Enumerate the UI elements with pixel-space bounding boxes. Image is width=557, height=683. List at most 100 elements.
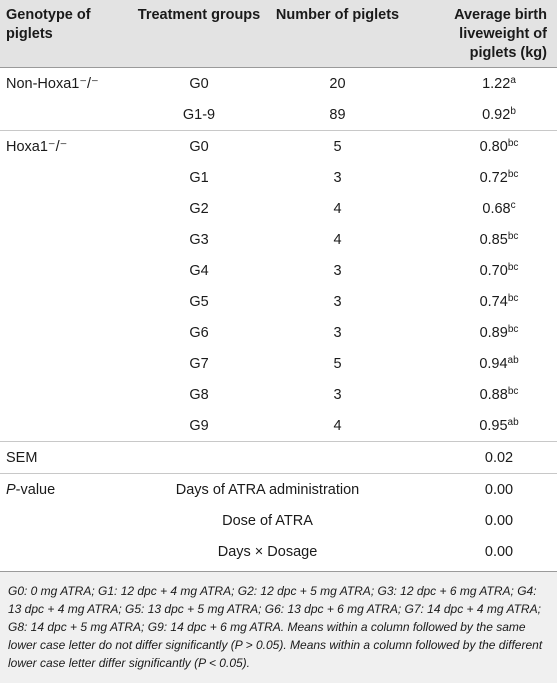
significance-letter: c: [510, 199, 516, 211]
table-row: G1-9 89 0.92b: [0, 99, 557, 131]
pvalue-factor-label: Days of ATRA administration: [128, 473, 405, 505]
weight-cell: 0.74bc: [405, 286, 557, 317]
weight-cell: 0.95ab: [405, 410, 557, 442]
weight-value: 0.80: [479, 138, 508, 155]
weight-cell: 0.80bc: [405, 130, 557, 162]
weight-value: 0.95: [479, 417, 508, 434]
significance-letter: b: [510, 105, 516, 117]
treatment-group-cell: G1: [189, 169, 209, 186]
weight-value: 0.89: [479, 324, 508, 341]
genotype-cell: [0, 286, 128, 317]
pvalue-label: [0, 536, 128, 567]
table-footnote: G0: 0 mg ATRA; G1: 12 dpc + 4 mg ATRA; G…: [0, 571, 557, 683]
weight-cell: 0.68c: [405, 193, 557, 224]
significance-letter: bc: [507, 261, 519, 273]
genotype-cell: [0, 379, 128, 410]
table-row: Hoxa1⁻/⁻ G0 5 0.80bc: [0, 130, 557, 162]
piglet-count-cell: 5: [333, 355, 342, 372]
piglet-count-cell: 3: [333, 262, 342, 279]
pvalue-row: P-value Days of ATRA administration 0.00: [0, 473, 557, 505]
genotype-cell: [0, 255, 128, 286]
table-header: Genotype of piglets Treatment groups Num…: [0, 0, 557, 68]
table-row: Non-Hoxa1⁻/⁻ G0 20 1.22a: [0, 68, 557, 100]
table-row: G6 3 0.89bc: [0, 317, 557, 348]
pvalue-label: P-value: [0, 473, 128, 505]
table-row: G4 3 0.70bc: [0, 255, 557, 286]
weight-cell: 0.70bc: [405, 255, 557, 286]
sem-value: 0.02: [405, 441, 557, 474]
piglet-count-cell: 4: [333, 200, 342, 217]
pvalue-row: Days × Dosage 0.00: [0, 536, 557, 567]
weight-value: 0.94: [479, 355, 508, 372]
genotype-cell: [0, 162, 128, 193]
piglet-count-cell: 20: [329, 75, 346, 92]
pvalue-value: 0.00: [484, 543, 514, 560]
weight-value: 0.74: [479, 293, 508, 310]
weight-value: 0.70: [479, 262, 508, 279]
piglet-count-cell: 4: [333, 417, 342, 434]
significance-letter: bc: [507, 230, 519, 242]
table-row: G2 4 0.68c: [0, 193, 557, 224]
table-row: G5 3 0.74bc: [0, 286, 557, 317]
genotype-cell: [0, 224, 128, 255]
significance-letter: bc: [507, 323, 519, 335]
table-row: G7 5 0.94ab: [0, 348, 557, 379]
genotype-cell: [0, 317, 128, 348]
treatment-group-cell: G3: [189, 231, 209, 248]
header-treatment: Treatment groups: [137, 7, 261, 23]
genotype-cell: Non-Hoxa1⁻/⁻: [6, 75, 99, 92]
table-row: G9 4 0.95ab: [0, 410, 557, 442]
treatment-group-cell: G6: [189, 324, 209, 341]
piglet-count-cell: 3: [333, 293, 342, 310]
weight-value: 0.92: [482, 106, 511, 123]
sem-label: SEM: [0, 441, 128, 474]
pvalue-label-rest: -value: [15, 481, 56, 498]
treatment-group-cell: G8: [189, 386, 209, 403]
weight-cell: 0.85bc: [405, 224, 557, 255]
weight-cell: 0.88bc: [405, 379, 557, 410]
pvalue-row: Dose of ATRA 0.00: [0, 505, 557, 536]
genotype-cell: [0, 193, 128, 224]
piglet-count-cell: 5: [268, 130, 405, 162]
weight-value: 0.72: [479, 169, 508, 186]
treatment-group-cell: G7: [189, 355, 209, 372]
sem-row: SEM 0.02: [0, 441, 557, 474]
treatment-group-cell: G0: [128, 130, 268, 162]
genotype-cell: Hoxa1⁻/⁻: [0, 130, 128, 162]
weight-cell: 0.94ab: [405, 348, 557, 379]
significance-letter: ab: [507, 354, 519, 366]
significance-letter: ab: [507, 416, 519, 428]
header-number: Number of piglets: [275, 7, 400, 23]
significance-letter: bc: [507, 385, 519, 397]
results-table: Genotype of piglets Treatment groups Num…: [0, 0, 557, 567]
piglet-count-cell: 4: [333, 231, 342, 248]
weight-value: 1.22: [482, 75, 511, 92]
weight-cell: 1.22a: [405, 68, 557, 100]
pvalue-factor-label: Days × Dosage: [217, 543, 318, 560]
treatment-group-cell: G9: [189, 417, 209, 434]
pvalue-label-italic: P: [6, 481, 16, 498]
weight-value: 0.88: [479, 386, 508, 403]
table-row: G3 4 0.85bc: [0, 224, 557, 255]
table-row: G8 3 0.88bc: [0, 379, 557, 410]
piglet-count-cell: 3: [333, 169, 342, 186]
piglet-count-cell: 3: [333, 386, 342, 403]
genotype-cell: [0, 348, 128, 379]
weight-value: 0.68: [482, 200, 511, 217]
significance-letter: bc: [507, 137, 519, 149]
significance-letter: bc: [507, 168, 519, 180]
pvalue-value: 0.00: [484, 512, 514, 529]
pvalue-label: [0, 505, 128, 536]
treatment-group-cell: G0: [189, 75, 209, 92]
header-genotype: Genotype of piglets: [6, 7, 91, 42]
significance-letter: bc: [507, 292, 519, 304]
weight-value: 0.85: [479, 231, 508, 248]
genotype-cell: [0, 99, 128, 131]
significance-letter: a: [510, 74, 516, 86]
pvalue-value: 0.00: [405, 473, 557, 505]
treatment-group-cell: G4: [189, 262, 209, 279]
weight-cell: 0.72bc: [405, 162, 557, 193]
weight-cell: 0.89bc: [405, 317, 557, 348]
table-row: G1 3 0.72bc: [0, 162, 557, 193]
treatment-group-cell: G1-9: [182, 106, 216, 123]
